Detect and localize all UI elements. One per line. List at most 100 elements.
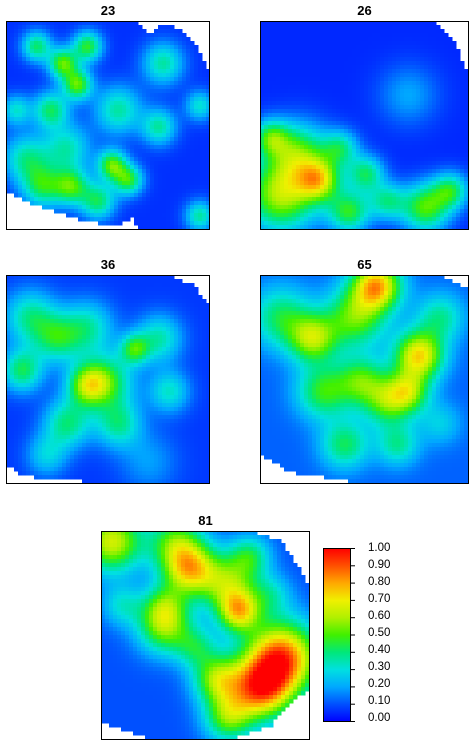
heatmap-cell — [170, 153, 175, 158]
heatmap-cell — [46, 193, 51, 198]
heatmap-cell — [296, 121, 301, 126]
heatmap-cell — [86, 25, 91, 30]
heatmap-cell — [170, 125, 175, 130]
heatmap-cell — [304, 189, 309, 194]
heatmap-cell — [412, 141, 417, 146]
heatmap-cell — [372, 69, 377, 74]
heatmap-cell — [284, 109, 289, 114]
heatmap-cell — [138, 137, 143, 142]
heatmap-cell — [312, 149, 317, 154]
heatmap-cell — [122, 101, 127, 106]
heatmap-cell — [308, 85, 313, 90]
heatmap-cell — [114, 205, 119, 210]
heatmap-cell — [436, 93, 441, 98]
heatmap-cell — [436, 161, 441, 166]
heatmap-cell — [320, 205, 325, 210]
heatmap-cell — [368, 149, 373, 154]
heatmap-cell — [388, 53, 393, 58]
heatmap-cell — [440, 197, 445, 202]
heatmap-cell — [360, 185, 365, 190]
heatmap-cell — [86, 197, 91, 202]
heatmap-cell — [74, 49, 79, 54]
heatmap-cell — [18, 69, 23, 74]
heatmap-cell — [134, 145, 139, 150]
heatmap-cell — [166, 85, 171, 90]
heatmap-cell — [308, 169, 313, 174]
heatmap-cell — [190, 105, 195, 110]
heatmap-cell — [94, 193, 99, 198]
heatmap-cell — [396, 89, 401, 94]
heatmap-cell — [356, 37, 361, 42]
heatmap-cell — [372, 181, 377, 186]
heatmap-cell — [150, 125, 155, 130]
heatmap-cell — [102, 105, 107, 110]
heatmap-cell — [264, 129, 269, 134]
heatmap-cell — [146, 213, 151, 218]
heatmap-cell — [22, 145, 27, 150]
heatmap-cell — [320, 209, 325, 214]
heatmap-cell — [54, 181, 59, 186]
heatmap-cell — [404, 93, 409, 98]
heatmap-cell — [272, 185, 277, 190]
heatmap-cell — [70, 153, 75, 158]
heatmap-cell — [268, 61, 273, 66]
heatmap-cell — [118, 165, 123, 170]
heatmap-cell — [364, 33, 369, 38]
heatmap-cell — [90, 125, 95, 130]
heatmap-cell — [38, 153, 43, 158]
heatmap-cell — [62, 57, 67, 62]
heatmap-cell — [352, 121, 357, 126]
heatmap-cell — [332, 29, 337, 34]
heatmap-cell — [142, 173, 147, 178]
heatmap-cell — [78, 85, 83, 90]
heatmap-cell — [400, 109, 405, 114]
heatmap-cell — [134, 169, 139, 174]
heatmap-cell — [202, 121, 207, 126]
heatmap-cell — [54, 141, 59, 146]
heatmap-cell — [288, 53, 293, 58]
heatmap-cell — [78, 161, 83, 166]
heatmap-cell — [202, 69, 207, 74]
heatmap-cell — [22, 85, 27, 90]
heatmap-cell — [312, 173, 317, 178]
heatmap-cell — [440, 189, 445, 194]
heatmap-cell — [304, 57, 309, 62]
heatmap-cell — [468, 173, 469, 178]
heatmap-cell — [138, 145, 143, 150]
heatmap-cell — [320, 193, 325, 198]
heatmap-cell — [90, 105, 95, 110]
heatmap-cell — [182, 205, 187, 210]
heatmap-cell — [58, 157, 63, 162]
heatmap-cell — [86, 81, 91, 86]
heatmap-cell — [300, 33, 305, 38]
heatmap-cell — [82, 205, 87, 210]
heatmap-cell — [30, 61, 35, 66]
heatmap-cell — [14, 133, 19, 138]
heatmap-cell — [126, 145, 131, 150]
heatmap-cell — [328, 117, 333, 122]
heatmap-cell — [142, 145, 147, 150]
heatmap-cell — [174, 149, 179, 154]
heatmap-cell — [94, 101, 99, 106]
heatmap-cell — [360, 145, 365, 150]
heatmap-cell — [332, 97, 337, 102]
heatmap-cell — [190, 49, 195, 54]
heatmap-cell — [436, 133, 441, 138]
heatmap-cell — [400, 173, 405, 178]
heatmap-cell — [98, 77, 103, 82]
heatmap-cell — [372, 29, 377, 34]
heatmap-cell — [66, 197, 71, 202]
heatmap-cell — [444, 117, 449, 122]
heatmap-cell — [396, 153, 401, 158]
heatmap-cell — [416, 189, 421, 194]
heatmap-cell — [384, 105, 389, 110]
heatmap-cell — [126, 189, 131, 194]
heatmap-cell — [264, 57, 269, 62]
heatmap-cell — [424, 45, 429, 50]
heatmap-cell — [42, 93, 47, 98]
heatmap-cell — [432, 29, 437, 34]
heatmap-cell — [448, 157, 453, 162]
heatmap-cell — [138, 125, 143, 130]
heatmap-cell — [412, 173, 417, 178]
heatmap-cell — [146, 189, 151, 194]
